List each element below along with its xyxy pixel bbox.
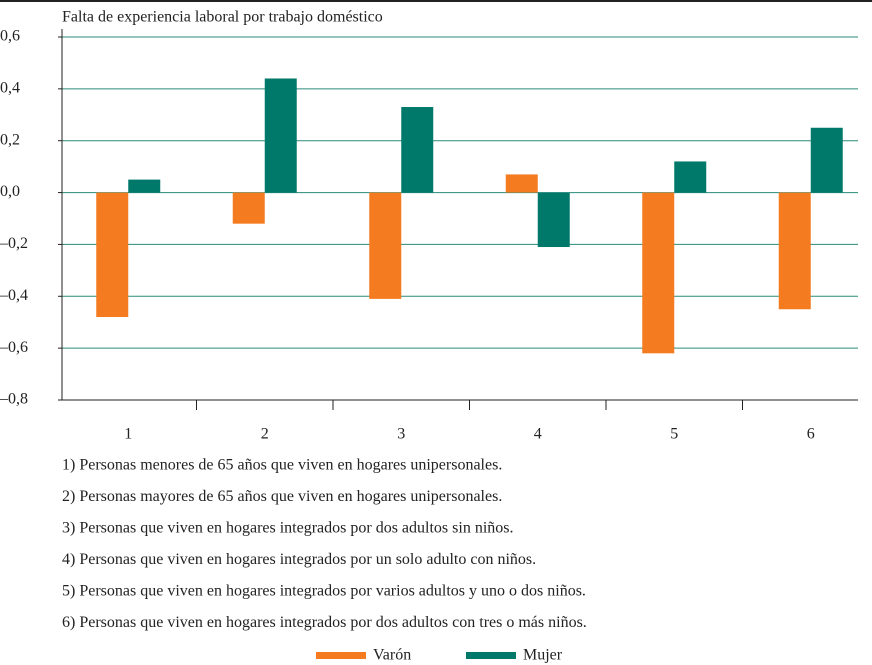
x-tick-label: 3 [397,426,405,443]
footnote: 3) Personas que viven en hogares integra… [62,520,513,537]
footnote: 2) Personas mayores de 65 años que viven… [62,488,502,505]
y-tick-label: –0,6 [0,339,28,356]
bar [537,192,570,248]
x-tick-label: 6 [807,426,815,443]
x-tick-label: 5 [670,426,678,443]
bar [369,192,402,299]
y-tick-label: 0,0 [0,183,20,200]
bar [96,192,129,318]
y-tick-label: –0,8 [0,391,28,408]
legend-label: Mujer [523,647,563,664]
chart-title: Falta de experiencia laboral por trabajo… [62,9,383,26]
legend-swatch [316,652,366,659]
bar [642,192,675,354]
bar [128,179,161,193]
y-tick-label: 0,6 [0,28,20,45]
x-tick-label: 1 [124,426,132,443]
bar [264,78,297,193]
y-tick-label: 0,4 [0,80,20,97]
x-tick-label: 2 [261,426,269,443]
bar [401,107,434,193]
legend-label: Varón [373,647,411,664]
y-tick-label: 0,2 [0,131,20,148]
footnote: 1) Personas menores de 65 años que viven… [62,457,502,474]
footnote: 6) Personas que viven en hogares integra… [62,614,587,631]
bar [505,174,538,193]
bar [232,192,265,224]
x-tick-label: 4 [534,426,542,443]
legend-swatch [466,652,516,659]
bar [778,192,811,310]
y-tick-label: –0,4 [0,287,28,304]
bar [674,161,707,193]
footnote: 5) Personas que viven en hogares integra… [62,583,586,600]
bar [810,127,843,193]
y-tick-label: –0,2 [0,235,28,252]
footnote: 4) Personas que viven en hogares integra… [62,551,536,568]
